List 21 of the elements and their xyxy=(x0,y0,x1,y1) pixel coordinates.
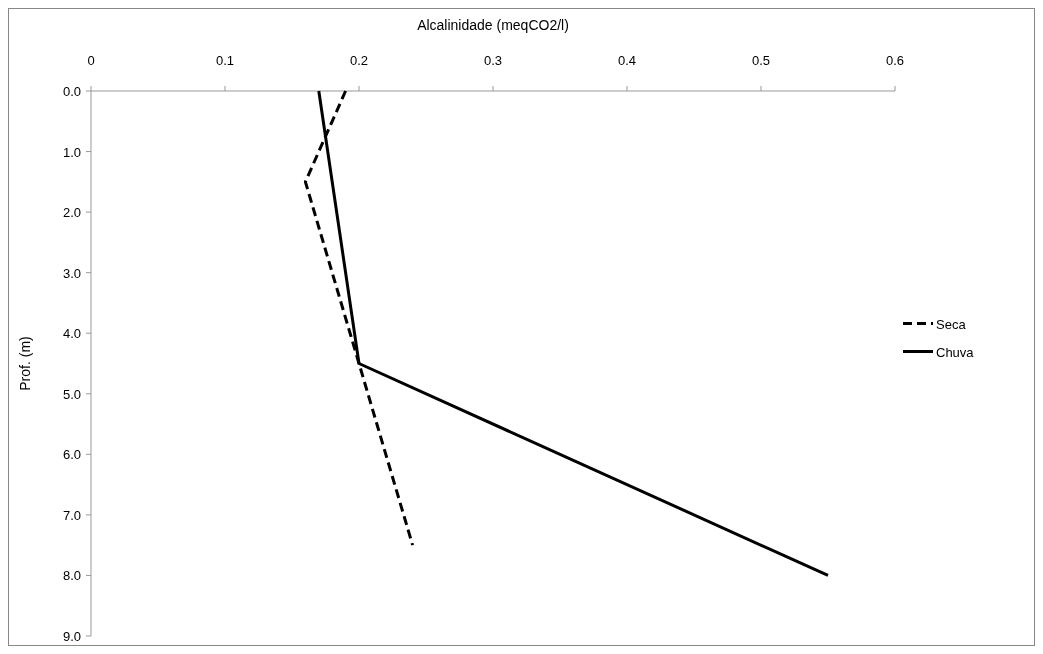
y-axis-title: Prof. (m) xyxy=(17,336,33,391)
y-tick-label: 8.0 xyxy=(62,568,81,584)
y-tick-label: 3.0 xyxy=(62,265,81,281)
y-tick-label: 0.0 xyxy=(62,84,81,99)
y-tick-label: 2.0 xyxy=(62,205,81,221)
y-tick-label: 6.0 xyxy=(62,447,81,463)
x-tick-label: 0.6 xyxy=(885,53,905,68)
y-tick-label: 5.0 xyxy=(62,386,81,402)
legend-label: Chuva xyxy=(936,344,975,360)
y-tick-label: 7.0 xyxy=(62,507,81,523)
x-tick-label: 0.4 xyxy=(617,53,637,68)
x-axis-title: Alcalinidade (meqCO2/l) xyxy=(417,17,569,33)
y-tick-label: 9.0 xyxy=(62,629,81,644)
y-tick-label: 4.0 xyxy=(62,326,81,342)
x-tick-label: 0.1 xyxy=(215,53,235,68)
x-tick-label: 0.2 xyxy=(349,53,369,68)
x-tick-label: 0.3 xyxy=(483,53,503,68)
legend-label: Seca xyxy=(936,316,967,332)
x-tick-label: 0 xyxy=(87,53,95,68)
x-tick-label: 0.5 xyxy=(751,53,771,68)
y-tick-label: 1.0 xyxy=(62,144,81,160)
